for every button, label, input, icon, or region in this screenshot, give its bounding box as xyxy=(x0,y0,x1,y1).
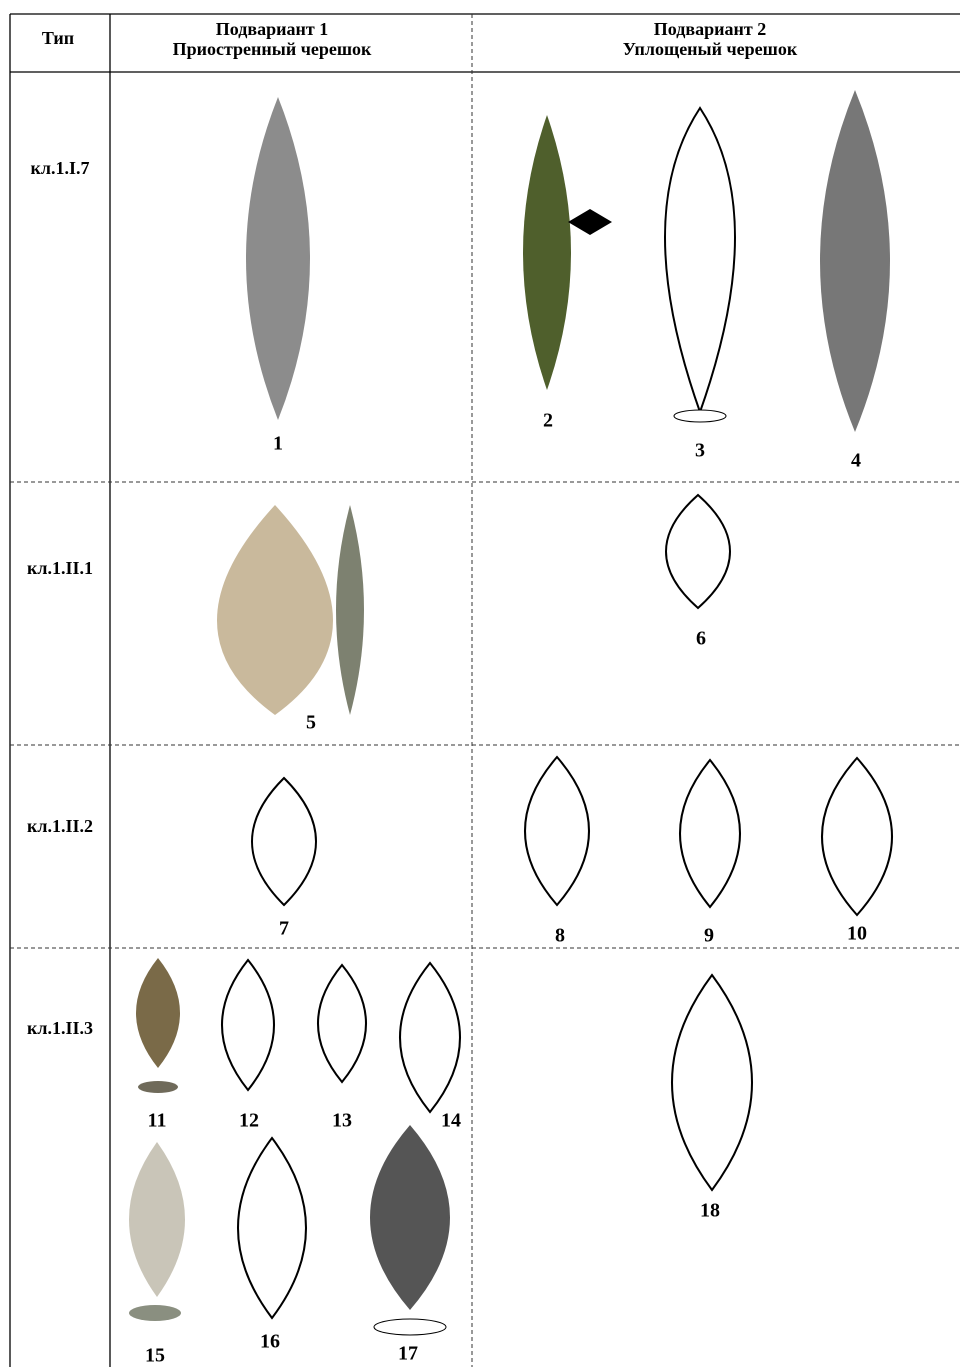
figure-number: 14 xyxy=(441,1110,461,1132)
figure-number: 16 xyxy=(260,1331,280,1353)
figure-number: 15 xyxy=(145,1345,165,1367)
artifact xyxy=(679,758,741,909)
figure-number: 13 xyxy=(332,1110,352,1132)
artifact xyxy=(664,106,736,415)
artifact xyxy=(246,97,310,420)
artifact xyxy=(821,756,893,917)
section xyxy=(568,209,612,235)
row-type: кл.1.I.7 xyxy=(31,158,90,178)
section xyxy=(129,1305,181,1321)
figure-number: 7 xyxy=(279,918,289,940)
header-sub2: Подвариант 2 xyxy=(654,19,766,39)
section xyxy=(138,1081,178,1093)
figure-number: 12 xyxy=(239,1110,259,1132)
section xyxy=(373,1318,447,1336)
artifact xyxy=(317,963,367,1084)
figure-number: 11 xyxy=(148,1110,167,1132)
figure-number: 9 xyxy=(704,925,714,947)
figure-number: 6 xyxy=(696,628,706,650)
figure-number: 8 xyxy=(555,925,565,947)
artifact xyxy=(237,1136,307,1320)
artifact xyxy=(370,1125,450,1310)
artifact xyxy=(217,505,333,715)
row-type: кл.1.II.1 xyxy=(27,558,93,578)
figure-number: 10 xyxy=(847,923,867,945)
row-type: кл.1.II.2 xyxy=(27,816,93,836)
header-sub1: Подвариант 1 xyxy=(216,19,328,39)
artifact xyxy=(136,958,180,1068)
artifact xyxy=(820,90,890,432)
figure-number: 18 xyxy=(700,1200,720,1222)
figure-number: 1 xyxy=(273,433,283,455)
artifact xyxy=(671,973,753,1192)
artifact xyxy=(524,755,590,907)
figure-number: 4 xyxy=(851,450,861,472)
artifact xyxy=(336,505,364,715)
section xyxy=(673,409,727,423)
figure-number: 5 xyxy=(306,712,316,734)
artifact xyxy=(221,958,275,1092)
figure-number: 3 xyxy=(695,440,705,462)
row-type: кл.1.II.3 xyxy=(27,1018,93,1038)
artifact xyxy=(523,115,571,390)
figure-number: 17 xyxy=(398,1343,418,1365)
figure-number: 2 xyxy=(543,410,553,432)
artifact xyxy=(251,776,317,907)
artifact xyxy=(399,961,461,1114)
header-sub1: Приостренный черешок xyxy=(173,39,372,59)
artifact xyxy=(665,493,731,610)
header-sub2: Уплощеный черешок xyxy=(623,39,798,59)
artifact xyxy=(129,1142,185,1297)
header-type: Тип xyxy=(42,28,74,48)
